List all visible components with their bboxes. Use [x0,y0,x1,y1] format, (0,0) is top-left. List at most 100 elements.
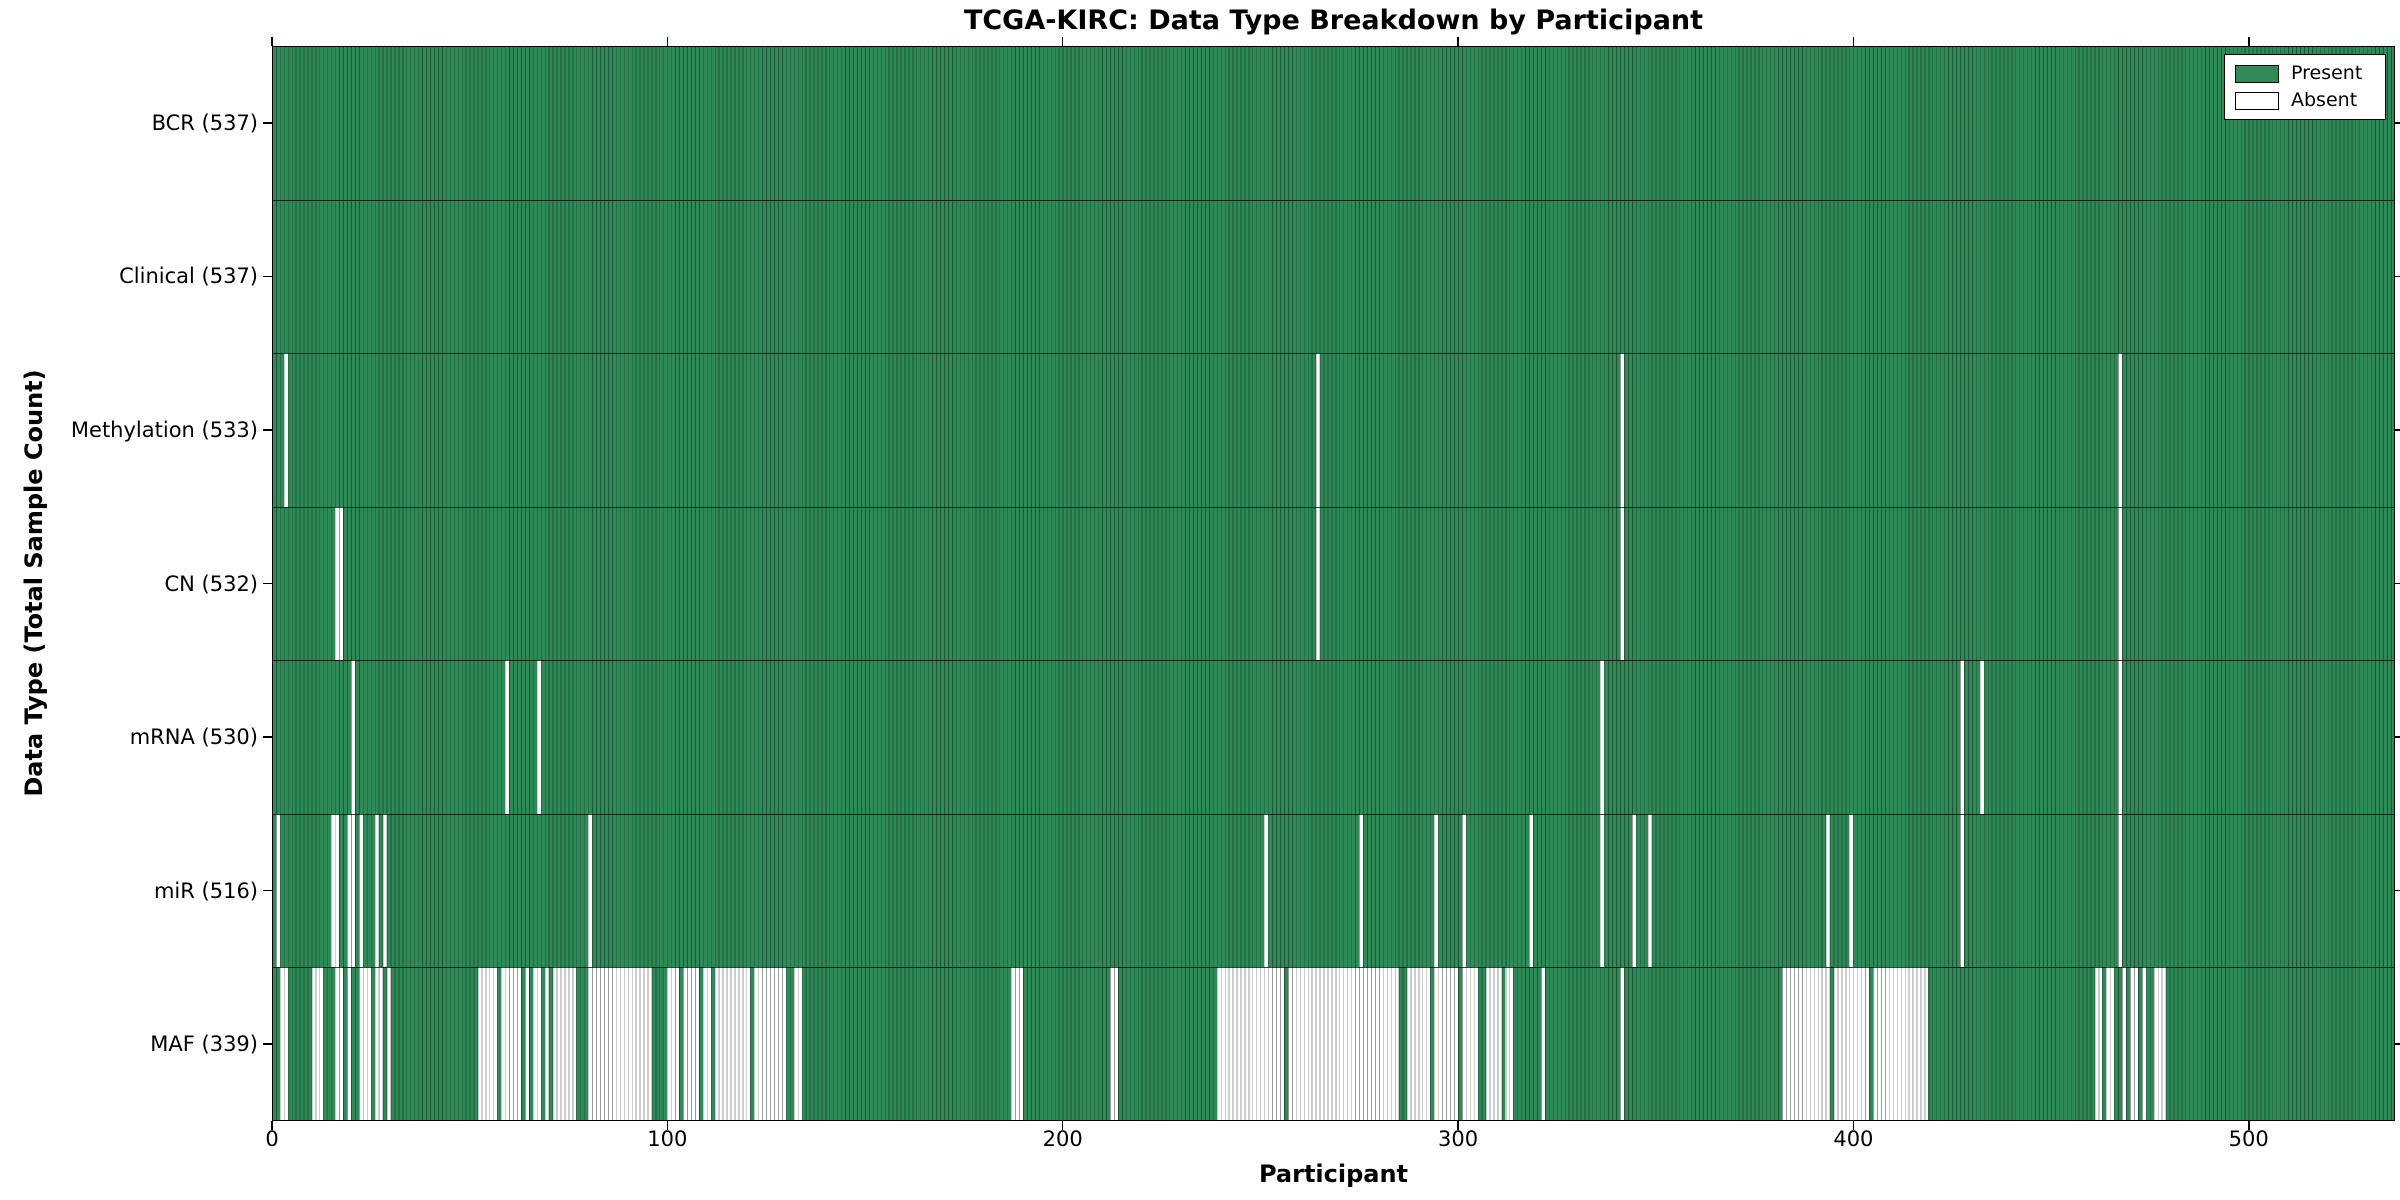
y-tick-label: MAF (339) [150,1032,258,1057]
absent-bar [1505,967,1514,1121]
y-tick-right [2395,121,2400,124]
x-axis-label: Participant [1258,1160,1409,1188]
legend-label-absent: Absent [2291,89,2358,111]
absent-bar [1960,813,1965,968]
absent-bar [335,506,344,661]
absent-bar [1873,967,1929,1121]
x-tick-top [2247,37,2250,46]
y-tick-right [2395,889,2400,892]
y-tick-right [2395,429,2400,431]
legend-entry-present: Present [2235,64,2375,83]
absent-bar [311,967,324,1121]
absent-bar [1979,660,1984,814]
absent-bar [2153,967,2166,1121]
y-tick-left [263,121,272,124]
absent-bar [1833,967,1870,1121]
absent-bar [1434,967,1459,1121]
absent-bar [1620,967,1625,1121]
absent-bar [702,967,711,1121]
absent-bar [2094,967,2103,1121]
absent-bar [1264,813,1269,968]
absent-bar [351,660,356,814]
x-tick-label: 100 [647,1127,688,1151]
y-tick-left [263,1043,272,1045]
x-tick-label: 0 [265,1127,279,1151]
absent-bar [374,813,379,968]
absent-bar [347,813,356,968]
absent-bar [2141,967,2146,1121]
x-tick-label: 400 [1833,1127,1874,1151]
absent-bar [1406,967,1431,1121]
absent-bar [1647,813,1652,968]
absent-bar [501,967,522,1121]
absent-bar [1485,967,1502,1121]
chart-title: TCGA-KIRC: Data Type Breakdown by Partic… [963,5,1704,36]
y-tick-left [263,736,272,738]
absent-bar [793,967,802,1121]
absent-bar [1600,813,1605,968]
absent-bar [1529,813,1534,968]
absent-bar [1315,353,1320,507]
x-tick-bottom [2247,1121,2250,1130]
absent-bar [477,967,498,1121]
absent-bar [544,967,549,1121]
absent-bar [347,967,352,1121]
absent-bar [2118,506,2123,661]
x-tick-bottom [1061,1121,1064,1130]
absent-bar [283,353,288,507]
absent-bar [2106,967,2115,1121]
absent-bar [1434,813,1439,968]
x-tick-top [1061,37,1064,46]
absent-bar [1825,813,1830,968]
absent-bar [386,967,391,1121]
absent-swatch-icon [2235,91,2279,110]
absent-bar [525,967,529,1121]
absent-bar [754,967,786,1121]
absent-bar [552,967,577,1121]
absent-bar [1110,967,1119,1121]
row-separator-line [272,199,2395,201]
legend: Present Absent [2224,54,2386,120]
y-tick-right [2395,736,2400,738]
x-tick-label: 300 [1437,1127,1479,1151]
y-tick-label: BCR (537) [151,110,258,135]
absent-bar [1461,813,1466,968]
absent-bar [1461,967,1478,1121]
x-tick-bottom [666,1121,669,1130]
absent-bar [358,967,371,1121]
absent-bar [1359,813,1364,968]
absent-bar [335,967,344,1121]
absent-bar [2118,353,2123,507]
y-tick-left [263,889,272,892]
row-separator-line [272,813,2395,815]
absent-bar [1849,813,1854,968]
absent-bar [588,813,593,968]
x-tick-top [1852,37,1855,46]
x-tick-bottom [1852,1121,1855,1130]
absent-bar [2118,660,2123,814]
absent-bar [505,660,510,814]
absent-bar [2130,967,2139,1121]
x-tick-bottom [1457,1121,1459,1130]
absent-bar [275,813,280,968]
x-tick-label: 500 [2228,1127,2269,1151]
y-tick-left [263,582,272,585]
x-tick-label: 200 [1042,1127,1083,1151]
x-tick-top [1457,37,1459,46]
absent-bar [683,967,699,1121]
absent-bar [1600,660,1605,814]
row-separator-line [272,967,2395,969]
absent-bar [358,813,363,968]
absent-bar [532,967,541,1121]
y-tick-right [2395,275,2400,278]
absent-bar [374,967,383,1121]
plot-area [272,46,2395,1121]
absent-bar [667,967,680,1121]
absent-bar [382,813,387,968]
absent-bar [1288,967,1399,1121]
y-tick-label: Clinical (537) [119,264,258,289]
absent-bar [1541,967,1545,1121]
y-tick-right [2395,1043,2400,1045]
absent-bar [1315,506,1320,661]
absent-bar [1631,813,1636,968]
